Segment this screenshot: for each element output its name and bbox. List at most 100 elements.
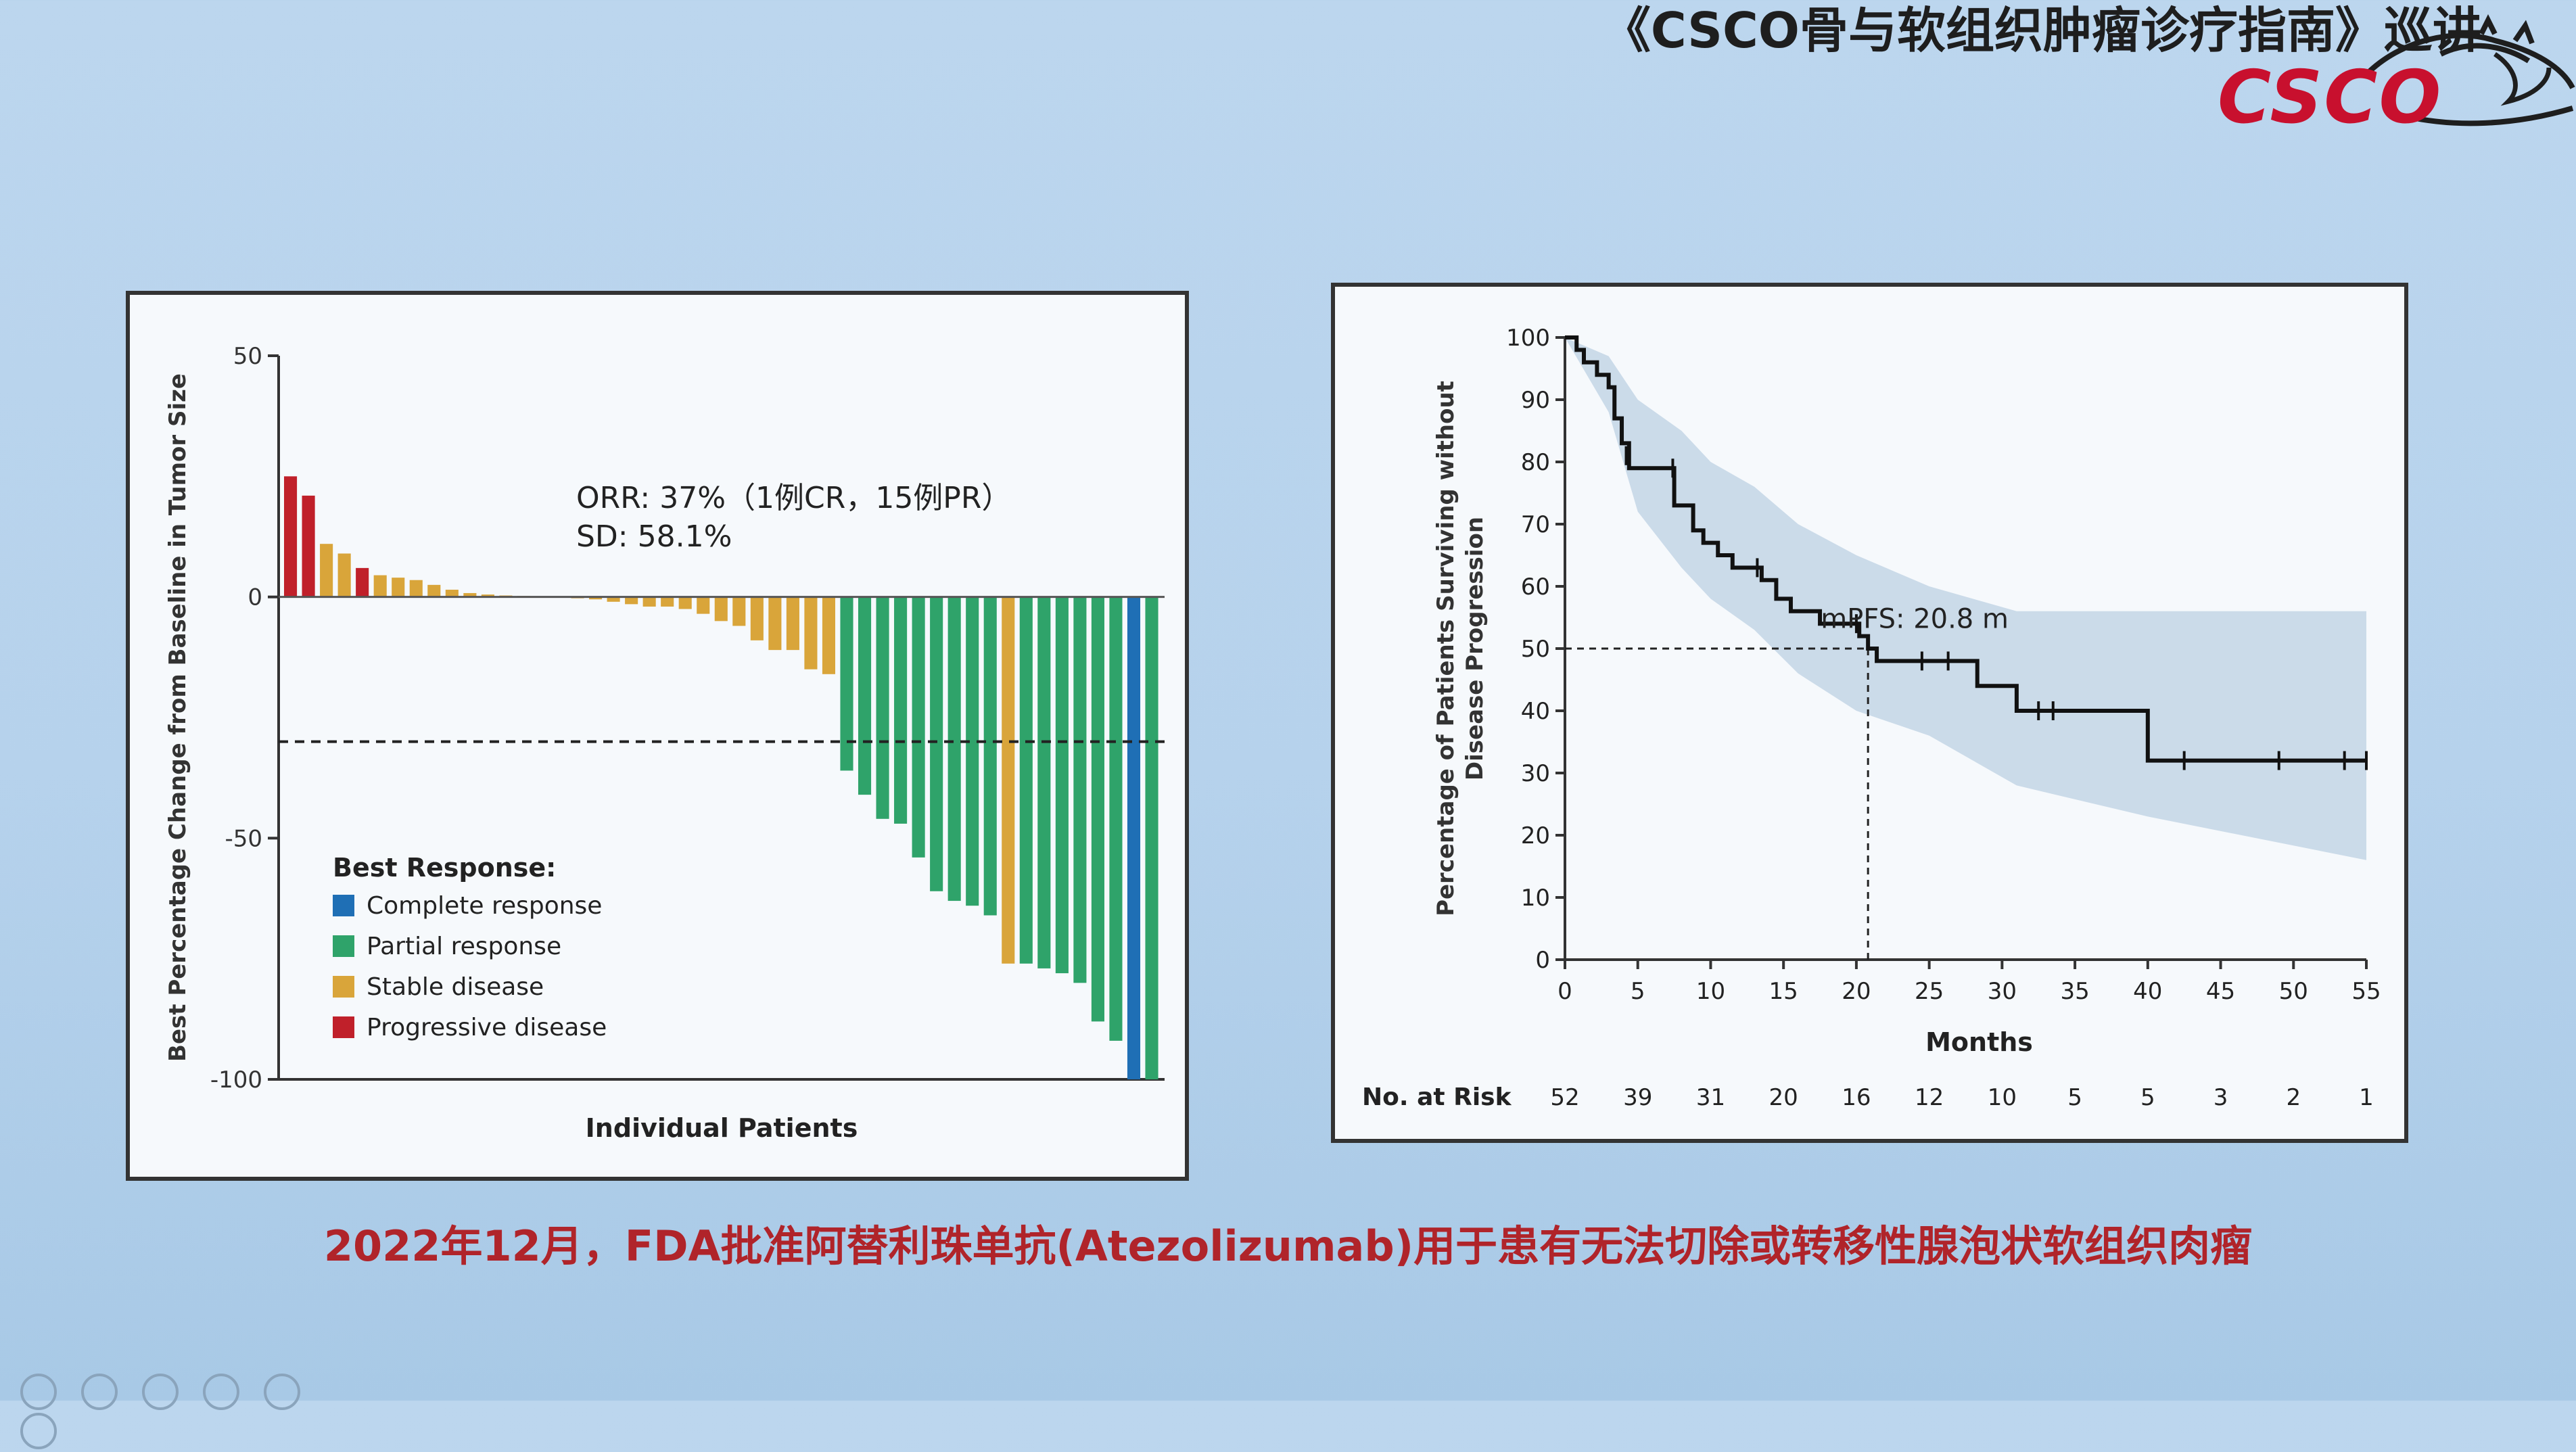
y-tick-label: 40 [1521, 698, 1550, 725]
bar [337, 553, 351, 597]
bar [1055, 596, 1069, 974]
dragon-emblem-icon [2364, 14, 2575, 126]
sd-annotation: SD: 58.1% [576, 519, 732, 554]
bar [1073, 596, 1087, 983]
bar [768, 596, 782, 651]
x-tick-label: 30 [1988, 978, 2017, 1005]
x-tick-label: 55 [2351, 978, 2381, 1005]
bar [804, 596, 818, 670]
legend-title: Best Response: [333, 853, 556, 883]
y-tick-label: 90 [1521, 387, 1550, 414]
at-risk-count: 20 [1769, 1084, 1798, 1111]
y-tick-label: 20 [1521, 822, 1550, 849]
toolbar-back-icon[interactable] [20, 1374, 57, 1410]
at-risk-count: 52 [1550, 1084, 1579, 1111]
at-risk-count: 31 [1696, 1084, 1725, 1111]
bar [481, 594, 494, 597]
legend-swatch-complete [333, 895, 354, 916]
x-tick-label: 45 [2206, 978, 2235, 1005]
bar [822, 596, 836, 674]
slide-caption: 2022年12月，FDA批准阿替利珠单抗(Atezolizumab)用于患有无法… [323, 1221, 2253, 1271]
bar [409, 580, 423, 597]
y-tick-label: 80 [1521, 449, 1550, 476]
legend-swatch-progressive [333, 1016, 354, 1038]
y-tick-label: 60 [1521, 573, 1550, 601]
bar [732, 596, 746, 626]
x-tick-label: 20 [1842, 978, 1871, 1005]
x-tick-label: 10 [1696, 978, 1725, 1005]
bar [894, 596, 908, 824]
at-risk-count: 3 [2214, 1084, 2228, 1111]
at-risk-label: No. at Risk [1362, 1083, 1512, 1111]
bar [1002, 596, 1015, 964]
y-axis-label-line2: Disease Progression [1461, 517, 1489, 780]
x-tick-label: 0 [1558, 978, 1572, 1005]
x-tick-label: 25 [1915, 978, 1944, 1005]
x-tick-label: 50 [2279, 978, 2308, 1005]
bar [320, 544, 333, 597]
at-risk-count: 5 [2140, 1084, 2155, 1111]
bar [840, 596, 853, 771]
x-tick-label: 40 [2133, 978, 2162, 1005]
at-risk-count: 12 [1915, 1084, 1944, 1111]
y-axis-label-line1: Percentage of Patients Surviving without [1432, 381, 1459, 916]
bar [912, 596, 925, 858]
legend-label-progressive: Progressive disease [367, 1014, 607, 1041]
bar [1145, 596, 1158, 1079]
x-tick-label: 5 [1631, 978, 1645, 1005]
legend-label-partial: Partial response [367, 933, 561, 960]
bar [445, 589, 459, 597]
bar [661, 596, 674, 607]
confidence-band [1565, 337, 2366, 860]
bar [356, 567, 369, 597]
at-risk-count: 16 [1842, 1084, 1871, 1111]
toolbar-more-icon[interactable] [20, 1413, 57, 1449]
bar [392, 578, 405, 597]
y-tick-label: 100 [1506, 325, 1550, 352]
y-tick-label: -100 [210, 1067, 262, 1094]
bar [1091, 596, 1104, 1022]
bar [678, 596, 692, 609]
orr-annotation: ORR: 37%（1例CR，15例PR） [576, 481, 1011, 515]
x-axis-label: Months [1925, 1027, 2033, 1057]
bar [373, 575, 387, 597]
y-tick-label: 50 [1521, 636, 1550, 663]
legend-swatch-stable [333, 976, 354, 998]
bar [589, 596, 603, 600]
bar [607, 596, 620, 602]
bar [284, 476, 298, 597]
at-risk-count: 2 [2286, 1084, 2301, 1111]
toolbar-zoom-icon[interactable] [264, 1374, 300, 1410]
at-risk-count: 5 [2067, 1084, 2082, 1111]
legend-label-stable: Stable disease [367, 973, 544, 1001]
waterfall-chart-panel: 50 0 -50 -100 ORR: 37%（1例CR，15例PR） SD: 58.1% B… [126, 291, 1189, 1181]
bar [463, 592, 477, 597]
x-tick-label: 15 [1769, 978, 1798, 1005]
bar [697, 596, 710, 614]
y-tick-label: 10 [1521, 885, 1550, 912]
x-tick-label: 35 [2060, 978, 2089, 1005]
viewer-toolbar [20, 1374, 372, 1449]
bar [983, 596, 997, 916]
median-pfs-label: mPFS: 20.8 m [1821, 604, 2009, 635]
y-tick-label: 50 [233, 343, 262, 370]
legend-swatch-partial [333, 935, 354, 957]
bar [427, 584, 441, 597]
legend-label-complete: Complete response [367, 892, 602, 920]
x-axis-label: Individual Patients [586, 1113, 858, 1143]
y-tick-label: -50 [225, 825, 262, 852]
y-tick-label: 0 [248, 584, 262, 611]
bar [876, 596, 889, 819]
pfs-curve [1565, 335, 2366, 763]
at-risk-count: 1 [2359, 1084, 2374, 1111]
y-tick-label: 30 [1521, 760, 1550, 787]
bar [1109, 596, 1123, 1041]
toolbar-pen-icon[interactable] [142, 1374, 179, 1410]
toolbar-forward-icon[interactable] [81, 1374, 118, 1410]
at-risk-count: 39 [1623, 1084, 1652, 1111]
at-risk-count: 10 [1988, 1084, 2017, 1111]
bar [1019, 596, 1033, 964]
csco-logo: CSCO [2197, 14, 2576, 142]
toolbar-menu-icon[interactable] [203, 1374, 239, 1410]
